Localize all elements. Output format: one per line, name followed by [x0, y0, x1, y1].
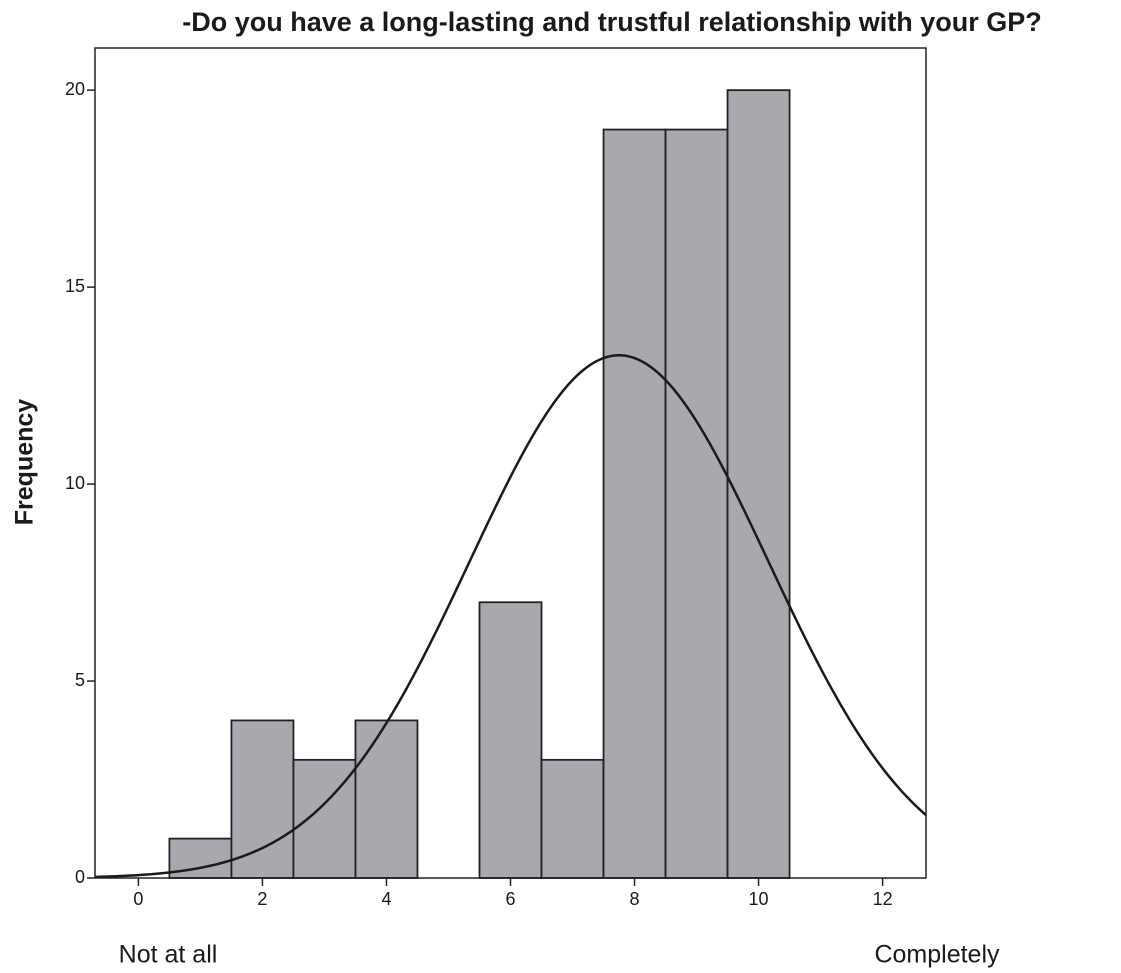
bar	[726, 89, 791, 879]
bar	[664, 128, 729, 879]
y-tick-label: 20	[65, 79, 85, 99]
x-tick-label: 8	[630, 889, 640, 909]
x-tick-label: 12	[873, 889, 893, 909]
normal-curve	[94, 354, 927, 879]
bar	[540, 758, 605, 879]
x-tick-label: 4	[381, 889, 391, 909]
y-tick-label: 0	[75, 867, 85, 887]
annotation: Not at all	[119, 941, 218, 969]
bar	[478, 601, 543, 879]
bar	[602, 128, 667, 879]
y-tick-label: 15	[65, 276, 85, 296]
bar	[292, 758, 357, 879]
x-tick-label: 6	[505, 889, 515, 909]
x-tick-label: 10	[749, 889, 769, 909]
x-tick-label: 2	[257, 889, 267, 909]
y-tick-label: 10	[65, 473, 85, 493]
y-axis-label: Frequency	[11, 399, 39, 526]
annotation: Completely	[874, 941, 1000, 969]
bar	[230, 719, 295, 879]
x-tick-label: 0	[133, 889, 143, 909]
chart-title: -Do you have a long-lasting and trustful…	[182, 7, 1042, 37]
bar	[354, 719, 419, 879]
y-tick-label: 5	[75, 670, 85, 690]
